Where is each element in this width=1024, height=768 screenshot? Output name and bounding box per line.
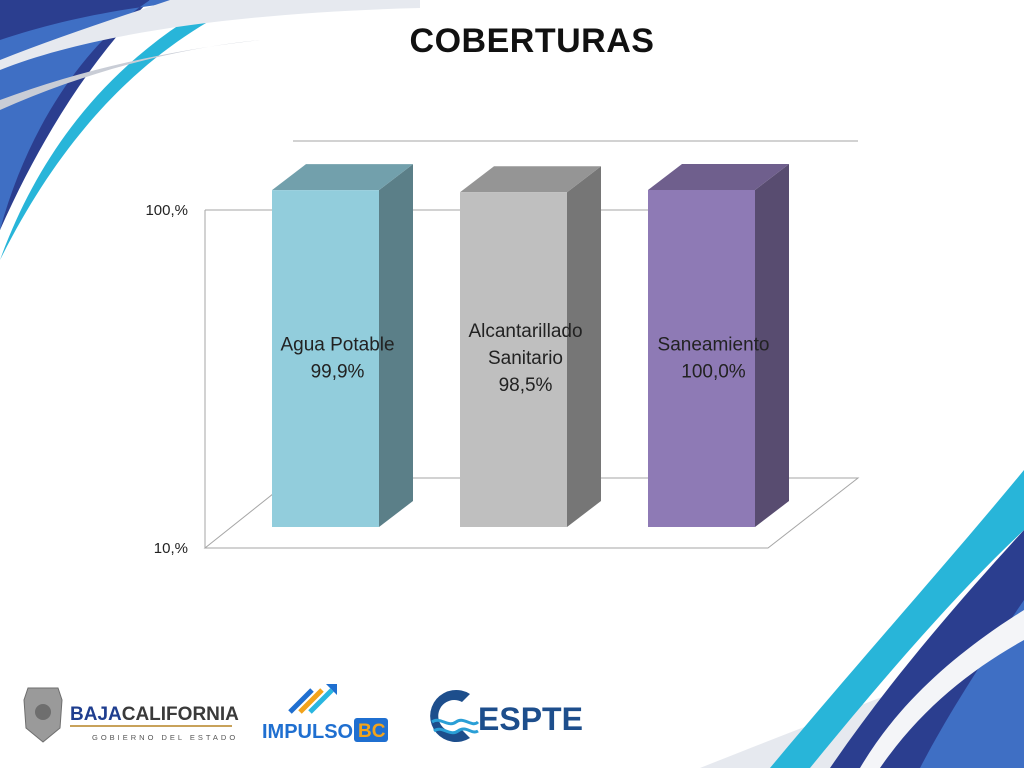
baja-text: BAJA <box>70 704 122 725</box>
slide-title: COBERTURAS <box>409 22 655 60</box>
bc-text: BC <box>358 721 386 742</box>
top-left-swoosh-light <box>0 0 420 70</box>
y-ticks: 100,% 10,% <box>145 202 188 557</box>
espte-logo: ESPTE <box>430 690 583 742</box>
impulso-bc-logo: IMPULSO BC <box>262 684 388 743</box>
category-label: Agua Potable <box>280 335 394 356</box>
espte-wave-icon <box>431 718 480 726</box>
bar-top <box>272 164 413 191</box>
arrow-icon-3 <box>308 688 334 714</box>
gobierno-text: GOBIERNO DEL ESTADO <box>92 733 238 742</box>
floor <box>203 477 860 549</box>
bar-top <box>648 164 789 190</box>
bc-badge <box>354 718 388 742</box>
bar-top <box>460 166 601 193</box>
data-label: 99,9% <box>311 362 365 383</box>
data-label: 100,0% <box>681 362 746 383</box>
arrow-head-icon <box>326 684 337 695</box>
y-tick-label: 100,% <box>145 202 188 219</box>
bar <box>272 190 379 527</box>
baja-california-logo: BAJACALIFORNIA GOBIERNO DEL ESTADO <box>23 687 239 743</box>
impulso-text: IMPULSO <box>262 721 353 743</box>
top-left-swoosh-blue <box>0 0 200 230</box>
category-label: Sanitario <box>488 348 563 369</box>
bar <box>648 190 755 527</box>
y-tick-label: 10,% <box>154 540 188 557</box>
bar-group: Saneamiento 100,0% <box>648 164 789 527</box>
arrow-icon-1 <box>288 688 314 714</box>
arrow-icon-2 <box>298 688 324 714</box>
state-seal-center <box>35 704 51 720</box>
bar-side <box>567 166 601 528</box>
espte-text: ESPTE <box>478 701 583 737</box>
category-label: Alcantarillado <box>468 321 582 342</box>
bar-side <box>755 164 789 527</box>
bottom-right-swoosh-white <box>860 610 1024 768</box>
bottom-right-swoosh-cyan <box>770 470 1024 768</box>
bars: Agua Potable 99,9% Alcantarillado Sanitario… <box>272 164 789 528</box>
bar <box>460 192 567 528</box>
category-label: Saneamiento <box>658 335 770 356</box>
svg-text:BAJACALIFORNIA: BAJACALIFORNIA <box>70 704 239 725</box>
espte-wave-icon-2 <box>433 727 479 735</box>
california-text: CALIFORNIA <box>122 704 239 725</box>
bar-group: Alcantarillado Sanitario 98,5% <box>460 166 601 528</box>
bar-side <box>379 164 413 527</box>
data-label: 98,5% <box>499 375 553 396</box>
espte-emblem-icon <box>430 690 470 742</box>
bar-group: Agua Potable 99,9% <box>272 164 413 527</box>
